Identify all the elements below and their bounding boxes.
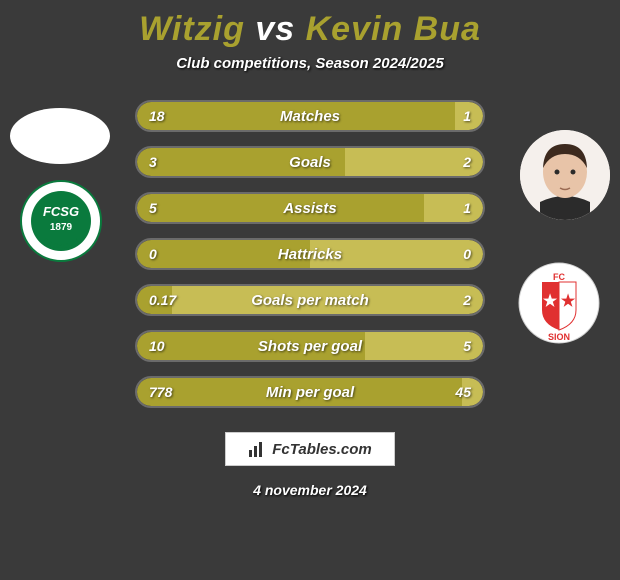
stat-label: Hattricks — [278, 246, 342, 263]
watermark-text: FcTables.com — [272, 441, 371, 458]
svg-text:FCSG: FCSG — [43, 204, 79, 219]
stat-label: Shots per goal — [258, 338, 362, 355]
fcsg-badge-icon: FCSG 1879 ST. GALLEN — [20, 180, 102, 262]
player2-avatar — [520, 130, 610, 220]
stats-list: 18 1 Matches 3 2 Goals 5 1 Assists 0 0 Hattricks 0.1… — [135, 100, 485, 408]
vs-text: vs — [255, 10, 295, 48]
stat-label: Assists — [283, 200, 336, 217]
svg-text:1879: 1879 — [50, 222, 73, 233]
stat-value-right: 2 — [463, 292, 471, 308]
stat-row: 0.17 2 Goals per match — [135, 284, 485, 316]
stat-value-right: 0 — [463, 246, 471, 262]
svg-text:★: ★ — [561, 293, 576, 310]
chart-icon — [248, 440, 266, 458]
stat-value-left: 18 — [149, 108, 165, 124]
stat-value-right: 5 — [463, 338, 471, 354]
stat-bar-left — [137, 194, 424, 222]
stat-row: 18 1 Matches — [135, 100, 485, 132]
stat-row: 10 5 Shots per goal — [135, 330, 485, 362]
stat-bar-right — [424, 194, 483, 222]
stat-value-right: 2 — [463, 154, 471, 170]
stat-value-left: 0 — [149, 246, 157, 262]
date-text: 4 november 2024 — [0, 482, 620, 498]
stat-label: Min per goal — [266, 384, 354, 401]
svg-text:★: ★ — [543, 293, 558, 310]
svg-text:FC: FC — [553, 272, 565, 282]
comparison-title: Witzig vs Kevin Bua — [0, 10, 620, 49]
player2-club-badge: FC SION ★ ★ — [518, 262, 600, 344]
player2-name: Kevin Bua — [306, 10, 481, 48]
player2-face-icon — [520, 130, 610, 220]
stat-value-right: 1 — [463, 108, 471, 124]
subtitle: Club competitions, Season 2024/2025 — [0, 55, 620, 72]
stat-row: 5 1 Assists — [135, 192, 485, 224]
watermark[interactable]: FcTables.com — [225, 432, 395, 466]
fcsion-badge-icon: FC SION ★ ★ — [518, 262, 600, 344]
stat-row: 3 2 Goals — [135, 146, 485, 178]
player1-club-badge: FCSG 1879 ST. GALLEN — [20, 180, 102, 262]
stat-value-right: 45 — [455, 384, 471, 400]
player1-name: Witzig — [139, 10, 245, 48]
stat-value-left: 0.17 — [149, 292, 176, 308]
stat-value-left: 778 — [149, 384, 172, 400]
stat-value-right: 1 — [463, 200, 471, 216]
stat-value-left: 10 — [149, 338, 165, 354]
stat-value-left: 5 — [149, 200, 157, 216]
stat-label: Matches — [280, 108, 340, 125]
player1-avatar — [10, 108, 110, 164]
stat-row: 0 0 Hattricks — [135, 238, 485, 270]
stat-label: Goals — [289, 154, 331, 171]
svg-text:SION: SION — [548, 332, 570, 342]
stat-row: 778 45 Min per goal — [135, 376, 485, 408]
stat-value-left: 3 — [149, 154, 157, 170]
stat-label: Goals per match — [251, 292, 369, 309]
